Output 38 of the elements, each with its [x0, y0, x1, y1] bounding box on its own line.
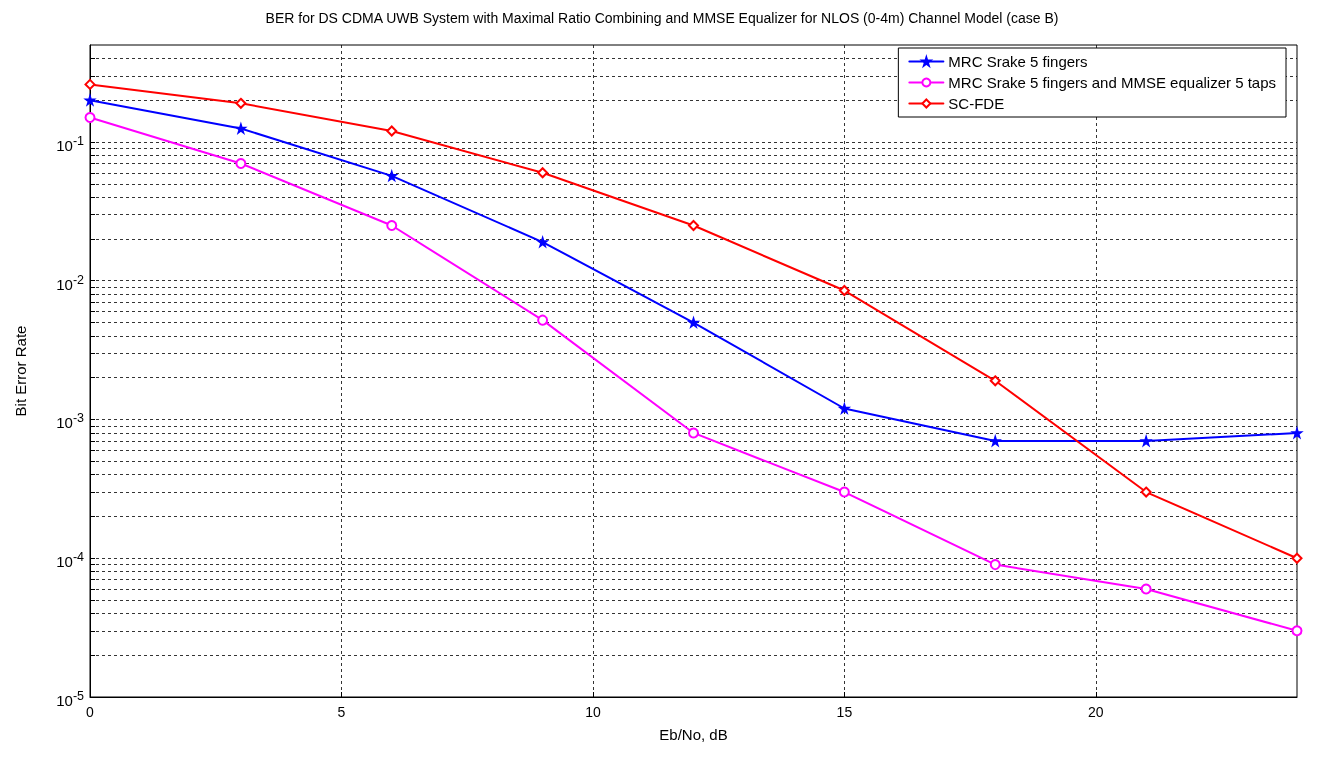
point	[1291, 552, 1303, 564]
x-tick-label: 10	[585, 704, 601, 720]
point	[989, 375, 1001, 387]
x-axis-title: Eb/No, dB	[659, 726, 728, 743]
x-tick-label: 5	[337, 704, 346, 720]
y-tick-label: 10$^{-3}$	[56, 410, 84, 434]
x-tick-label: 15	[836, 704, 853, 720]
point	[1140, 583, 1152, 595]
point	[84, 94, 96, 106]
point	[1291, 427, 1303, 439]
point	[1291, 625, 1303, 637]
point	[688, 220, 699, 232]
point	[386, 125, 398, 137]
legend-label: MRC Srake 5 fingers and MMSE equalizer 5 taps	[948, 74, 1277, 91]
point	[1140, 435, 1152, 447]
point	[537, 314, 549, 326]
point	[84, 78, 96, 90]
point	[235, 97, 247, 109]
point	[838, 285, 850, 297]
y-tick-label: 10$^{-4}$	[56, 549, 84, 573]
point	[688, 427, 699, 439]
legend-label: MRC Srake 5 fingers	[948, 53, 1088, 70]
point	[1140, 486, 1152, 498]
y-tick-label: 10$^{-5}$	[56, 688, 84, 711]
point	[386, 220, 398, 232]
x-tick-label: 20	[1088, 704, 1104, 720]
point	[235, 157, 247, 169]
chart-title: BER for DS CDMA UWB System with Maximal Ratio Combining and MMSE Equalizer for NLOS (0-4m) Channel Model (case B)	[265, 10, 1059, 26]
legend-label: SC-FDE	[948, 95, 1005, 112]
y-axis-title: Bit Error Rate	[12, 325, 29, 417]
x-tick-label: 0	[86, 704, 95, 720]
point	[838, 486, 850, 498]
point	[989, 559, 1001, 571]
y-tick-label: 10$^{-1}$	[56, 133, 84, 156]
point	[84, 112, 96, 124]
y-tick-label: 10$^{-2}$	[56, 271, 84, 295]
point	[990, 435, 1001, 447]
point	[537, 167, 549, 179]
